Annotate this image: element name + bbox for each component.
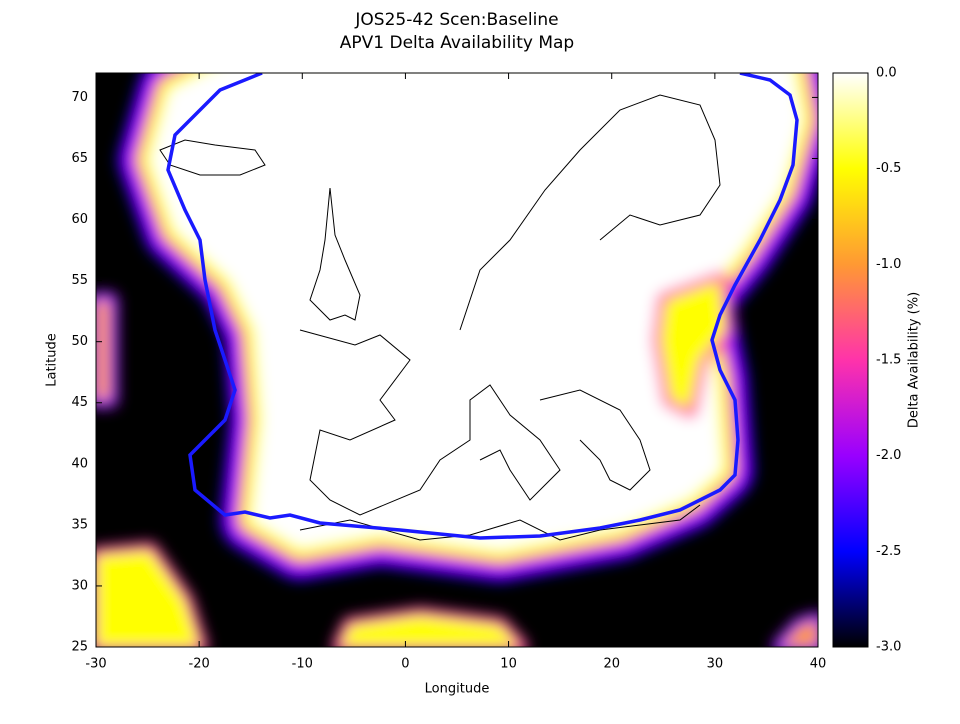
colorbar xyxy=(832,72,869,648)
heatmap-patch xyxy=(96,550,200,647)
coastlines xyxy=(159,94,721,541)
y-tick-label: 50 xyxy=(71,334,88,349)
heatmap xyxy=(96,73,818,647)
y-axis-label: Latitude xyxy=(45,333,60,387)
y-tick-label: 25 xyxy=(71,640,88,655)
x-tick-label: 30 xyxy=(707,657,724,672)
y-tick-label: 40 xyxy=(71,456,88,471)
colorbar-tick-label: -1.0 xyxy=(876,257,901,272)
x-tick-label: -20 xyxy=(189,657,210,672)
chart-title: JOS25-42 Scen:Baseline xyxy=(354,10,558,30)
x-tick-label: 40 xyxy=(810,657,827,672)
colorbar-label: Delta Availability (%) xyxy=(907,292,922,428)
y-tick-label: 35 xyxy=(71,517,88,532)
y-tick-label: 55 xyxy=(71,273,88,288)
heatmap-patch xyxy=(340,615,520,647)
x-tick-label: -10 xyxy=(292,657,313,672)
colorbar-tick-label: -3.0 xyxy=(876,640,901,655)
heatmap-field xyxy=(96,73,818,647)
colorbar-tick-label: -2.5 xyxy=(876,544,901,559)
heatmap-core xyxy=(150,73,802,550)
y-tick-label: 65 xyxy=(71,151,88,166)
y-tick-label: 60 xyxy=(71,212,88,227)
x-tick-label: -30 xyxy=(85,657,106,672)
plot-frame xyxy=(95,72,819,648)
heatmap-patch xyxy=(96,300,110,400)
chart-subtitle: APV1 Delta Availability Map xyxy=(340,33,574,53)
x-tick-label: 10 xyxy=(500,657,517,672)
heatmap-patch xyxy=(660,280,725,410)
colorbar-tick-label: -1.5 xyxy=(876,353,901,368)
coverage-contour xyxy=(166,73,799,540)
colorbar-tick-label: -2.0 xyxy=(876,448,901,463)
y-tick-label: 45 xyxy=(71,395,88,410)
x-axis-label: Longitude xyxy=(425,682,490,697)
x-tick-label: 20 xyxy=(603,657,620,672)
heatmap-patch xyxy=(780,620,818,647)
y-tick-label: 70 xyxy=(71,90,88,105)
colorbar-tick-label: -0.5 xyxy=(876,161,901,176)
x-tick-label: 0 xyxy=(401,657,409,672)
colorbar-tick-label: 0.0 xyxy=(876,66,897,81)
y-tick-label: 30 xyxy=(71,578,88,593)
